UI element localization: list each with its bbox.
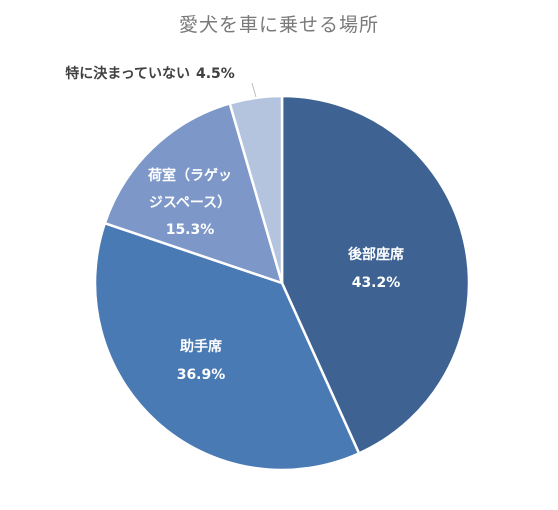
leader-line — [251, 82, 257, 98]
slice-value-passenger-seat: 36.9% — [177, 367, 226, 383]
slice-value-cargo: 15.3% — [166, 222, 215, 238]
slice-rear-seat — [280, 94, 471, 455]
slice-label-cargo-line2: ジスペース） — [149, 195, 231, 211]
chart-title: 愛犬を車に乗せる場所 — [178, 14, 379, 36]
slice-label-passenger-seat: 助手席 — [180, 338, 222, 355]
slice-value-rear-seat: 43.2% — [352, 275, 401, 291]
slice-cargo — [103, 102, 284, 285]
slice-label-not-fixed: 特に決まっていない — [65, 65, 190, 82]
slice-label-rear-seat: 後部座席 — [348, 246, 404, 263]
pie-slices — [93, 94, 471, 472]
slice-not-fixed — [228, 94, 284, 285]
slice-value-not-fixed: 4.5% — [196, 66, 235, 82]
slice-label-cargo-line1: 荷室（ラゲッ — [147, 167, 232, 184]
slice-passenger-seat — [93, 221, 361, 472]
